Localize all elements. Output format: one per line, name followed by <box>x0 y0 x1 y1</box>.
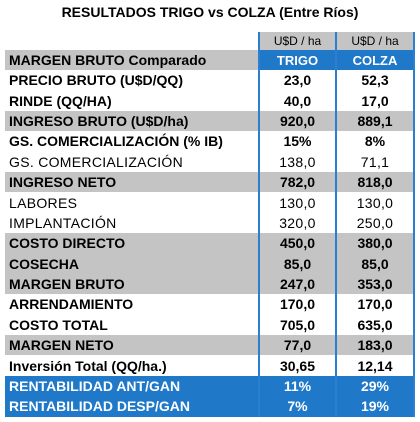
table-row: COSECHA 85,0 85,0 <box>5 253 415 274</box>
header-unit: U$D / ha <box>258 32 336 50</box>
colza-value: 71,1 <box>336 151 415 172</box>
table-row: INGRESO BRUTO (U$D/ha) 920,0 889,1 <box>5 110 415 132</box>
colza-value: 183,0 <box>336 335 415 356</box>
row-label: RENTABILIDAD ANT/GAN <box>9 378 181 395</box>
trigo-value: 30,65 <box>258 355 336 376</box>
table-row: MARGEN NETO 77,0 183,0 <box>5 335 415 356</box>
colza-value: 12,14 <box>336 355 415 376</box>
header-row: MARGEN BRUTO Comparado TRIGO COLZA <box>5 50 415 70</box>
colza-value: 17,0 <box>336 90 415 111</box>
table-row: RENTABILIDAD ANT/GAN 11% 29% <box>5 375 415 397</box>
table-row: RINDE (QQ/HA) 40,0 17,0 <box>5 90 415 111</box>
trigo-value: 23,0 <box>258 70 336 91</box>
table-row: Inversión Total (QQ/ha.) 30,65 12,14 <box>5 355 415 376</box>
trigo-value: 77,0 <box>258 335 336 356</box>
trigo-value: 138,0 <box>258 151 336 172</box>
header-blank <box>5 32 258 50</box>
row-label: Inversión Total (QQ/ha.) <box>9 357 167 374</box>
trigo-value: 247,0 <box>258 273 336 295</box>
trigo-value: 782,0 <box>258 171 336 193</box>
row-label: COSECHA <box>9 255 80 272</box>
colza-value: 353,0 <box>336 273 415 295</box>
table-row: INGRESO NETO 782,0 818,0 <box>5 171 415 193</box>
colza-value: 130,0 <box>336 192 415 213</box>
colza-value: 19% <box>336 396 415 417</box>
row-label: INGRESO BRUTO (U$D/ha) <box>9 112 189 129</box>
table-row: PRECIO BRUTO (U$D/QQ) 23,0 52,3 <box>5 70 415 91</box>
colza-value: 635,0 <box>336 314 415 336</box>
header-units-row: U$D / ha U$D / ha <box>5 32 415 50</box>
colza-value: 170,0 <box>336 294 415 315</box>
trigo-value: 450,0 <box>258 233 336 254</box>
table-row: IMPLANTACIÓN 320,0 250,0 <box>5 212 415 234</box>
header-column: TRIGO <box>258 50 336 70</box>
row-label: MARGEN NETO <box>9 337 114 354</box>
trigo-value: 85,0 <box>258 253 336 274</box>
trigo-value: 920,0 <box>258 110 336 132</box>
table-row: COSTO DIRECTO 450,0 380,0 <box>5 233 415 254</box>
header-column: COLZA <box>336 50 415 70</box>
table-row: ARRENDAMIENTO 170,0 170,0 <box>5 294 415 315</box>
row-label: LABORES <box>9 194 78 211</box>
row-label: IMPLANTACIÓN <box>9 214 117 231</box>
title: RESULTADOS TRIGO vs COLZA (Entre Ríos) <box>61 4 359 20</box>
row-label: RINDE (QQ/HA) <box>9 92 112 109</box>
table-row: COSTO TOTAL 705,0 635,0 <box>5 314 415 336</box>
table-row: GS. COMERCIALIZACIÓN 138,0 71,1 <box>5 151 415 172</box>
row-label: RENTABILIDAD DESP/GAN <box>9 398 190 415</box>
table-row: LABORES 130,0 130,0 <box>5 192 415 213</box>
colza-value: 250,0 <box>336 212 415 234</box>
colza-value: 8% <box>336 131 415 152</box>
row-label: COSTO TOTAL <box>9 316 108 333</box>
trigo-value: 40,0 <box>258 90 336 111</box>
table-row: MARGEN BRUTO 247,0 353,0 <box>5 273 415 295</box>
trigo-value: 320,0 <box>258 212 336 234</box>
row-label: COSTO DIRECTO <box>9 235 126 252</box>
trigo-value: 170,0 <box>258 294 336 315</box>
header-label: MARGEN BRUTO Comparado <box>9 52 207 68</box>
table-row: RENTABILIDAD DESP/GAN 7% 19% <box>5 396 415 417</box>
colza-value: 889,1 <box>336 110 415 132</box>
row-label: MARGEN BRUTO <box>9 276 125 293</box>
trigo-value: 15% <box>258 131 336 152</box>
row-label: PRECIO BRUTO (U$D/QQ) <box>9 72 183 89</box>
colza-value: 380,0 <box>336 233 415 254</box>
colza-value: 818,0 <box>336 171 415 193</box>
trigo-value: 130,0 <box>258 192 336 213</box>
table-row: GS. COMERCIALIZACIÓN (% IB) 15% 8% <box>5 131 415 152</box>
row-label: GS. COMERCIALIZACIÓN <box>9 153 184 170</box>
row-label: ARRENDAMIENTO <box>9 296 134 313</box>
trigo-value: 7% <box>258 396 336 417</box>
row-label: INGRESO NETO <box>9 174 117 191</box>
colza-value: 29% <box>336 375 415 397</box>
table: U$D / ha U$D / ha MARGEN BRUTO Comparado TR… <box>5 32 415 417</box>
colza-value: 52,3 <box>336 70 415 91</box>
header-unit: U$D / ha <box>336 32 415 50</box>
colza-value: 85,0 <box>336 253 415 274</box>
row-label: GS. COMERCIALIZACIÓN (% IB) <box>9 133 223 150</box>
trigo-value: 11% <box>258 375 336 397</box>
trigo-value: 705,0 <box>258 314 336 336</box>
